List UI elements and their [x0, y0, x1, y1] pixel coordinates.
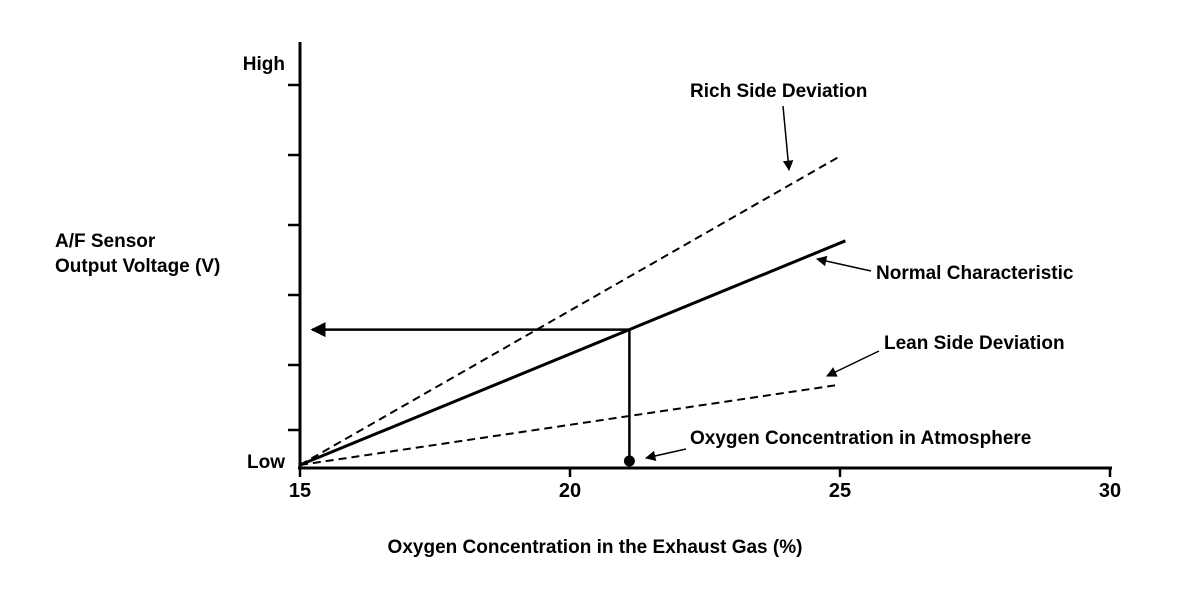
annotation-normal-characteristic: Normal Characteristic [815, 255, 1074, 284]
normal-characteristic-label: Normal Characteristic [876, 263, 1074, 284]
rich-side-leader-arrow [782, 105, 794, 172]
oxygen-atmosphere-leader-arrow [644, 448, 687, 462]
annotation-atmosphere: Oxygen Concentration in Atmosphere [644, 428, 1031, 462]
x-tick-label: 15 [289, 480, 311, 502]
x-axis-title: Oxygen Concentration in the Exhaust Gas … [388, 537, 803, 558]
atmosphere-highlight [310, 322, 635, 467]
y-axis-title: A/F Sensor Output Voltage (V) [55, 231, 220, 277]
atmosphere-point-dot [623, 455, 635, 467]
normal-characteristic-leader-arrow [815, 255, 872, 272]
x-tick-label: 25 [829, 480, 851, 502]
lean-side-deviation-label: Lean Side Deviation [884, 333, 1065, 354]
oxygen-atmosphere-label: Oxygen Concentration in Atmosphere [690, 428, 1031, 449]
y-axis-title-line-2: Output Voltage (V) [55, 256, 220, 277]
annotation-rich-side: Rich Side Deviation [690, 81, 867, 172]
x-tick-label: 30 [1099, 480, 1121, 502]
series-lines [299, 155, 846, 467]
series-normal-characteristic [299, 239, 846, 467]
x-axis-tick-labels: 15 20 25 30 [289, 480, 1121, 502]
x-tick-label: 20 [559, 480, 581, 502]
x-axis: 15 20 25 30 [289, 466, 1121, 502]
series-lean-side-deviation [299, 383, 841, 466]
rich-side-deviation-label: Rich Side Deviation [690, 81, 867, 102]
y-axis-ticks [288, 83, 300, 432]
y-axis-low-label: Low [247, 452, 285, 473]
lean-side-leader-arrow [826, 350, 880, 377]
annotation-lean-side: Lean Side Deviation [826, 333, 1065, 377]
x-axis-ticks [298, 468, 1112, 477]
y-axis-high-label: High [243, 54, 285, 75]
y-axis [288, 42, 302, 468]
series-rich-side-deviation [299, 155, 841, 466]
y-axis-title-line-1: A/F Sensor [55, 231, 156, 252]
